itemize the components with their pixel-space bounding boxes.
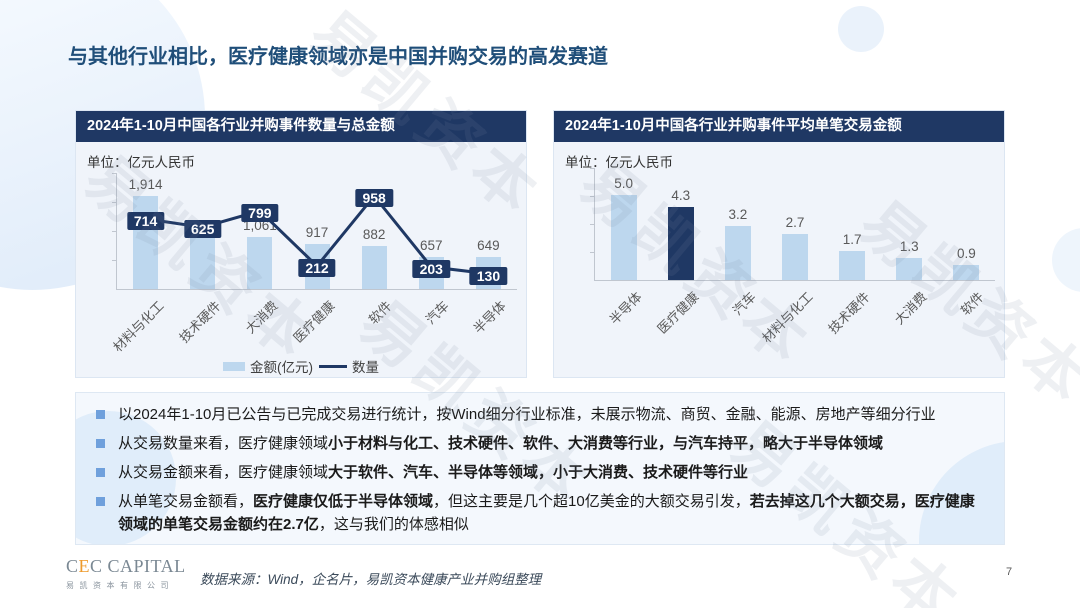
chart-title-right: 2024年1-10月中国各行业并购事件平均单笔交易金额 [554, 111, 1004, 142]
category-label: 大消费 [242, 298, 281, 337]
category-label: 材料与化工 [759, 289, 816, 346]
amount-value-label: 1,061 [242, 218, 277, 234]
category-label: 医疗健康 [290, 298, 338, 346]
count-label-box: 130 [469, 266, 508, 285]
bullet-item: 从交易数量来看，医疗健康领域小于材料与化工、技术硬件、软件、大消费等行业，与汽车… [94, 433, 986, 456]
logo-letter: C [66, 556, 79, 576]
avg-value-label: 0.9 [957, 245, 976, 261]
axis-tick [590, 196, 595, 197]
bullet-marker-icon [96, 497, 105, 506]
count-label-box: 625 [184, 220, 222, 239]
logo-wordmark: CEC CAPITAL [66, 556, 186, 577]
legend-item-count: 数量 [319, 356, 379, 376]
amount-value-label: 882 [362, 227, 386, 243]
count-label-box: 714 [126, 211, 165, 230]
decorative-circle-top-right [838, 6, 884, 52]
avg-value-label: 4.3 [671, 187, 691, 203]
decorative-circle-right-edge [1052, 228, 1080, 292]
chart-panel-deal-count-amount: 2024年1-10月中国各行业并购事件数量与总金额 单位：亿元人民币 1,914… [75, 110, 527, 378]
amount-bar [190, 237, 216, 289]
avg-bar-highlighted [667, 206, 694, 280]
axis-tick [590, 224, 595, 225]
legend-bar-swatch [223, 361, 245, 371]
axis-tick [112, 173, 117, 174]
category-label: 医疗健康 [654, 289, 702, 337]
bullet-text: 以2024年1-10月已公告与已完成交易进行统计，按Wind细分行业标准，未展示… [118, 406, 936, 423]
logo-subtitle: 易凯资本有限公司 [66, 581, 174, 590]
amount-value-label: 657 [420, 238, 443, 254]
bullet-text: 从单笔交易金额看，医疗健康仅低于半导体领域，但这主要是几个超10亿美金的大额交易… [118, 493, 975, 533]
legend-item-amount: 金额(亿元) [223, 356, 313, 376]
legend-line-swatch [319, 364, 347, 368]
avg-bar [896, 257, 923, 280]
chart-legend: 金额(亿元) 数量 [76, 356, 526, 376]
amount-value-label: 917 [305, 225, 329, 241]
axis-tick [112, 202, 117, 203]
unit-label-right: 单位：亿元人民币 [565, 155, 673, 170]
category-label: 技术硬件 [176, 298, 224, 346]
amount-value-label: 649 [477, 238, 500, 254]
axis-tick [112, 231, 117, 232]
legend-label-amount: 金额(亿元) [250, 360, 313, 375]
avg-value-label: 1.7 [842, 232, 862, 248]
bullet-text: 从交易数量来看，医疗健康领域小于材料与化工、技术硬件、软件、大消费等行业，与汽车… [118, 435, 884, 452]
axis-tick [112, 260, 117, 261]
category-label: 技术硬件 [825, 289, 873, 337]
amount-value-label: 1,914 [128, 177, 163, 192]
avg-bar [839, 251, 866, 280]
slide-title: 与其他行业相比，医疗健康领域亦是中国并购交易的高发赛道 [68, 46, 608, 68]
avg-bar [610, 195, 637, 280]
category-label: 汽车 [423, 298, 453, 328]
category-label: 材料与化工 [109, 298, 167, 355]
category-label: 软件 [958, 289, 988, 319]
bar-chart-plot: 5.0 半导体 4.3 医疗健康 3.2 汽车 2.7 材料与化工 1.7 技术硬件 1.3 大消费 0… [590, 168, 995, 346]
category-label: 大消费 [891, 289, 931, 328]
page-number: 7 [1006, 566, 1013, 578]
category-label: 汽车 [729, 289, 759, 319]
amount-bar [247, 237, 273, 289]
logo-letter-accent: E [78, 556, 91, 576]
avg-value-label: 1.3 [899, 238, 919, 254]
category-label: 半导体 [606, 289, 645, 328]
axis-tick [590, 252, 595, 253]
axis-tick [590, 168, 595, 169]
avg-bar [953, 264, 980, 280]
amount-bar [361, 246, 387, 289]
bullet-text: 从交易金额来看，医疗健康领域大于软件、汽车、半导体等领域，小于大消费、技术硬件等… [118, 464, 749, 481]
chart-title-left: 2024年1-10月中国各行业并购事件数量与总金额 [76, 111, 526, 142]
decorative-circle-notes-left [76, 411, 176, 544]
amount-bar [133, 196, 159, 289]
data-source-note: 数据来源：Wind，企名片，易凯资本健康产业并购组整理 [200, 572, 542, 587]
avg-bar [782, 234, 808, 280]
count-label-box: 799 [241, 203, 279, 222]
count-label-box: 958 [355, 188, 393, 207]
bullet-marker-icon [96, 439, 105, 448]
unit-label-left: 单位：亿元人民币 [87, 155, 195, 170]
bullet-item: 以2024年1-10月已公告与已完成交易进行统计，按Wind细分行业标准，未展示… [94, 404, 986, 427]
category-label: 半导体 [470, 298, 510, 337]
category-label: 软件 [365, 298, 395, 328]
logo-letters: C CAPITAL [90, 556, 186, 576]
avg-value-label: 3.2 [728, 206, 748, 222]
combo-chart-plot: 1,914材料与化工1,069技术硬件1,061大消费917医疗健康882软件6… [110, 173, 517, 355]
bullet-marker-icon [96, 410, 105, 419]
bullet-marker-icon [96, 468, 105, 477]
cec-capital-logo: CEC CAPITAL 易凯资本有限公司 [66, 556, 186, 591]
bullet-list: 以2024年1-10月已公告与已完成交易进行统计，按Wind细分行业标准，未展示… [94, 404, 986, 536]
notes-panel: 以2024年1-10月已公告与已完成交易进行统计，按Wind细分行业标准，未展示… [75, 392, 1005, 545]
count-label-box: 203 [412, 259, 450, 278]
avg-value-label: 2.7 [785, 215, 805, 231]
bullet-item: 从交易金额来看，医疗健康领域大于软件、汽车、半导体等领域，小于大消费、技术硬件等… [94, 462, 986, 485]
bullet-item: 从单笔交易金额看，医疗健康仅低于半导体领域，但这主要是几个超10亿美金的大额交易… [94, 491, 986, 536]
chart-panel-avg-deal-size: 2024年1-10月中国各行业并购事件平均单笔交易金额 单位：亿元人民币 5.0… [553, 110, 1005, 378]
avg-bar [724, 225, 751, 280]
count-label-box: 212 [298, 259, 336, 278]
legend-label-count: 数量 [352, 360, 379, 375]
avg-value-label: 5.0 [614, 176, 633, 191]
